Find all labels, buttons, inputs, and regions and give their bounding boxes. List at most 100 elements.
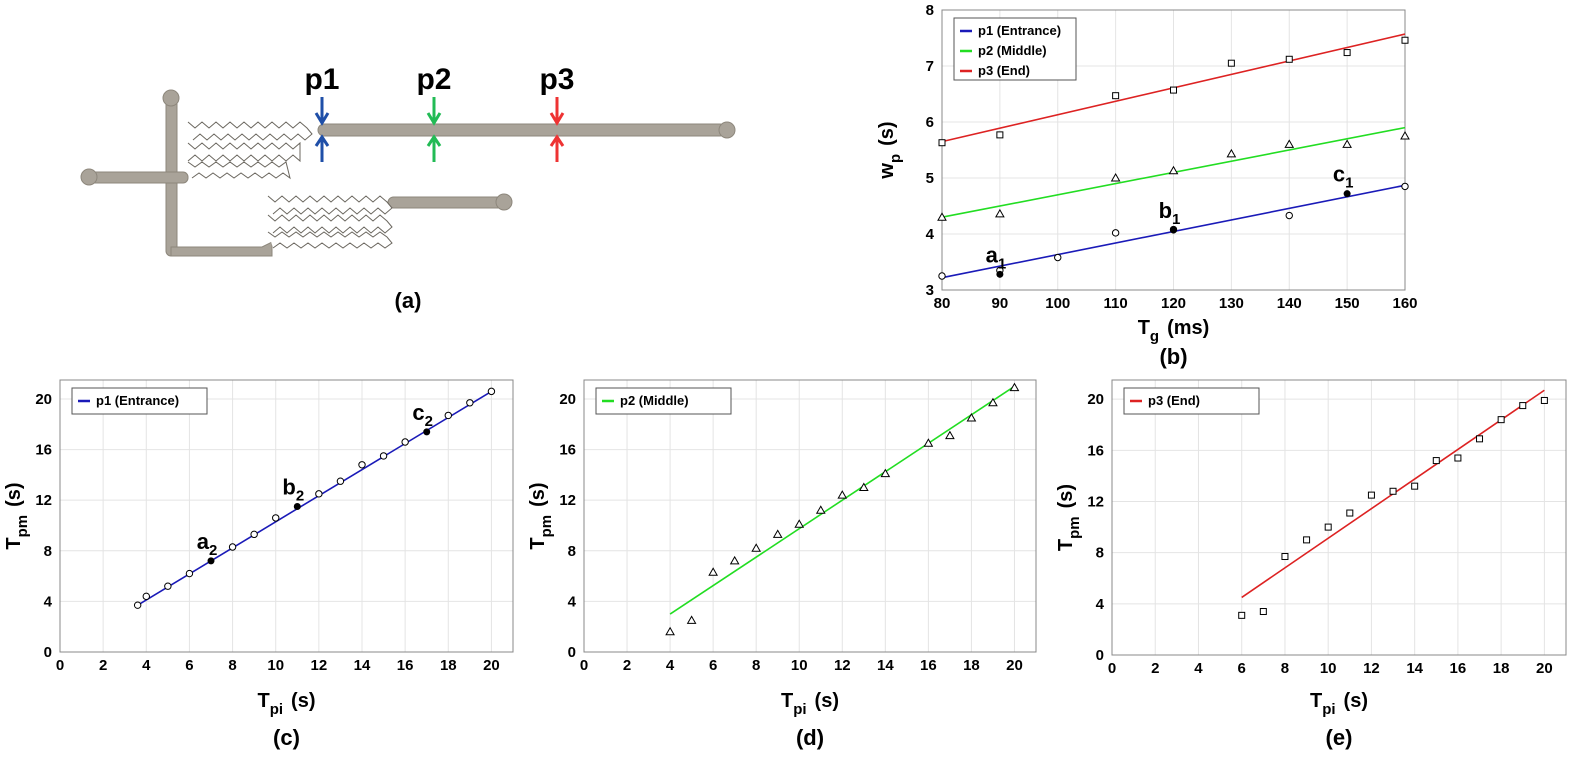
- legend-box: [953, 17, 1077, 81]
- data-point-p1: [272, 514, 280, 522]
- x-tick-label: 0: [580, 657, 588, 674]
- x-tick-label: 6: [1238, 660, 1246, 677]
- data-point-p2: [880, 468, 891, 478]
- highlight-point-a2: [207, 557, 215, 565]
- data-point-p1: [336, 477, 345, 485]
- y-axis-label-sub: pm: [1066, 516, 1083, 539]
- x-tick-label: 14: [877, 657, 894, 674]
- x-tick-label: 0: [1108, 660, 1116, 677]
- channel-schematic: p1 p2 p3 (a): [80, 63, 736, 313]
- data-point-p2: [708, 567, 719, 576]
- y-tick-label: 8: [44, 543, 52, 560]
- x-tick-label: 160: [1392, 295, 1417, 312]
- x-tick-label: 20: [1006, 657, 1023, 674]
- y-axis-label-sub: pm: [538, 515, 555, 538]
- x-axis-label: Tpi (s): [1310, 690, 1368, 718]
- x-tick-label: 12: [1363, 660, 1380, 677]
- legend-box: [1123, 387, 1260, 415]
- series-p3: [938, 33, 1409, 147]
- y-axis-label-sub: p: [887, 154, 904, 163]
- data-point-p3: [1411, 482, 1419, 490]
- data-point-p2: [1168, 165, 1179, 175]
- data-point-p3: [1497, 416, 1505, 424]
- data-point-p2: [966, 412, 977, 422]
- x-tick-label: 0: [56, 657, 64, 674]
- chart-b: 80 90 100 110 120 130 140 150 160 3 4 5 6 7 8 Tg (ms) wp (…: [876, 2, 1418, 369]
- y-tick-label: 20: [35, 391, 52, 408]
- highlight-label-b2: b2: [282, 475, 304, 505]
- highlight-label-main: c: [1333, 162, 1345, 187]
- y-tick-label: 3: [926, 282, 934, 299]
- data-point-p1: [466, 399, 474, 407]
- legend-box: [595, 387, 732, 415]
- highlight-label-sub: 1: [1345, 175, 1353, 192]
- data-point-p3: [1259, 608, 1267, 616]
- probe-arrowhead-up-p1: [314, 134, 330, 147]
- x-tick-label: 4: [142, 657, 151, 674]
- y-tick-label: 20: [559, 391, 576, 408]
- plot-frame: [941, 9, 1406, 291]
- x-tick-label: 140: [1277, 295, 1302, 312]
- y-axis-label: Tpm (s): [1055, 484, 1083, 551]
- waste-channel: [387, 196, 505, 209]
- y-axis-label-unit: (s): [527, 482, 549, 506]
- data-point-p2: [1226, 148, 1237, 158]
- x-tick-label: 110: [1104, 295, 1128, 312]
- data-point-p2: [665, 626, 675, 636]
- data-point-p2: [988, 397, 998, 407]
- serpentine-upper: [187, 121, 313, 180]
- x-tick-label: 10: [267, 657, 284, 674]
- series-p1: [133, 387, 496, 609]
- y-tick-label: 4: [1096, 596, 1105, 613]
- data-point-p2: [1284, 139, 1295, 148]
- y-axis-label-main: T: [527, 537, 549, 549]
- data-point-p3: [938, 139, 946, 147]
- y-tick-label: 16: [1087, 442, 1104, 459]
- data-point-p2: [794, 519, 805, 528]
- y-tick-label: 16: [559, 442, 576, 459]
- x-tick-label: 4: [1194, 660, 1203, 677]
- probe-arrowhead-down-p1: [314, 112, 330, 126]
- x-axis-label-main: T: [1310, 690, 1322, 712]
- y-tick-label: 5: [926, 170, 934, 187]
- legend-label-p1: p1 (Entrance): [96, 393, 179, 408]
- probe-label-p3: p3: [539, 63, 574, 96]
- x-tick-label: 18: [963, 657, 980, 674]
- x-tick-label: 8: [752, 657, 760, 674]
- data-point-p1: [487, 387, 496, 396]
- x-tick-label: 130: [1219, 295, 1244, 312]
- x-tick-label: 18: [440, 657, 457, 674]
- x-axis-label: Tg (ms): [1138, 317, 1210, 345]
- x-tick-label: 2: [1151, 660, 1159, 677]
- legend-label-p1: p1 (Entrance): [978, 23, 1061, 38]
- panel-label: (d): [796, 725, 824, 750]
- x-tick-label: 100: [1045, 295, 1070, 312]
- x-tick-label: 2: [99, 657, 107, 674]
- data-point-p2: [837, 490, 848, 499]
- y-tick-label: 4: [568, 593, 577, 610]
- data-point-p3: [1112, 92, 1120, 100]
- x-tick-label: 120: [1161, 295, 1186, 312]
- x-tick-label: 14: [1406, 660, 1423, 677]
- highlight-label-sub: 1: [1172, 211, 1180, 228]
- y-axis-label-main: T: [3, 537, 25, 549]
- highlight-label-main: b: [1159, 198, 1172, 223]
- chart-e: 0 2 4 6 8 10 12 14 16 18 20 0 4 8 12 16 20 Tpi (s) Tpm (s) (e…: [1055, 379, 1567, 750]
- x-tick-label: 2: [623, 657, 631, 674]
- highlight-label-sub: 2: [209, 542, 217, 559]
- y-axis-label: Tpm (s): [527, 482, 555, 549]
- y-axis-label: wp (s): [876, 121, 904, 179]
- y-tick-label: 8: [568, 543, 576, 560]
- data-point-p1: [133, 601, 142, 609]
- x-tick-label: 10: [791, 657, 808, 674]
- y-tick-label: 8: [926, 2, 934, 19]
- y-tick-label: 6: [926, 114, 934, 131]
- chart-d: 0 2 4 6 8 10 12 14 16 18 20 0 4 8 12 16 20 Tpi (s) Tpm (s) (d…: [527, 379, 1037, 750]
- x-axis-label-main: T: [1138, 317, 1150, 339]
- data-point-p1: [401, 438, 409, 446]
- data-point-p2: [1009, 382, 1020, 392]
- y-tick-label: 12: [35, 492, 52, 509]
- y-tick-label: 7: [926, 58, 934, 75]
- data-point-p3: [1401, 36, 1409, 44]
- legend-label-p3: p3 (End): [1148, 393, 1200, 408]
